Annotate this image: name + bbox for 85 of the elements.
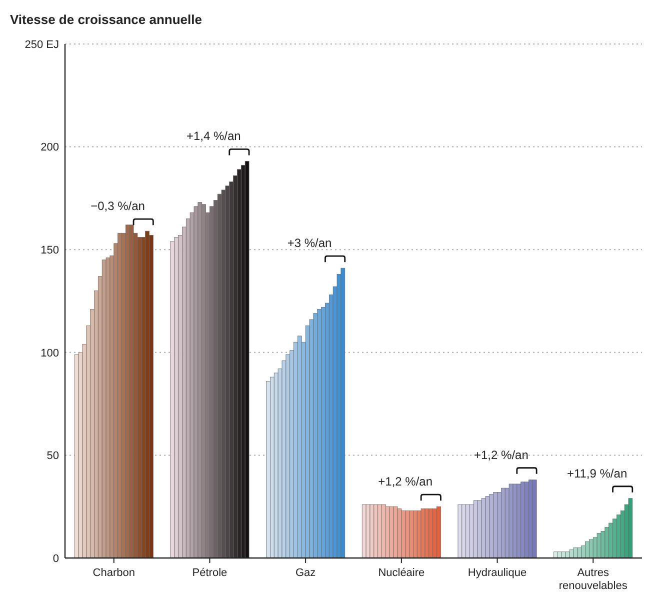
annotation: +3 %/an (287, 236, 332, 250)
bar (524, 482, 529, 558)
bar (378, 504, 382, 558)
bar (596, 533, 602, 558)
bar (194, 206, 198, 558)
bar (473, 500, 478, 558)
bar (470, 504, 474, 558)
bar (118, 232, 122, 558)
bar (612, 518, 617, 558)
bar (458, 504, 462, 558)
bar (497, 492, 502, 558)
bar (420, 508, 426, 558)
bar (501, 488, 506, 558)
bar (520, 482, 525, 558)
bar (386, 506, 390, 558)
y-tick-label: 100 (40, 347, 59, 360)
bar (221, 190, 226, 558)
bar (466, 504, 470, 558)
bar (616, 514, 621, 558)
bar (393, 506, 398, 558)
bar (409, 510, 414, 558)
bar (298, 336, 302, 558)
annotation: +1,2 %/an (378, 474, 433, 489)
bar (106, 258, 110, 558)
bar (313, 313, 318, 558)
bar (225, 186, 230, 558)
bar (374, 504, 378, 558)
x-tick-label: Nucléaire (378, 567, 425, 579)
bar (125, 224, 130, 558)
bar (462, 504, 466, 558)
bar (436, 506, 441, 558)
bar (321, 306, 326, 558)
x-tick-label: Autres renouvelables (558, 567, 628, 592)
bar (137, 237, 142, 558)
bar (370, 504, 374, 558)
x-tick-label: Gaz (295, 567, 316, 579)
bar (397, 508, 402, 558)
bar (401, 510, 406, 558)
bar (198, 202, 202, 558)
bar (149, 235, 154, 558)
bar (588, 539, 594, 558)
bar (493, 492, 498, 558)
bar (317, 309, 322, 558)
bar (628, 498, 633, 558)
bar (604, 526, 610, 558)
bar (489, 494, 494, 558)
bar (481, 498, 486, 558)
bar (382, 504, 386, 558)
bar (366, 504, 370, 558)
y-tick-label: 50 (46, 450, 59, 462)
y-tick-label: 200 (40, 142, 59, 154)
bar (405, 510, 410, 558)
bar (244, 160, 250, 558)
bar (266, 380, 270, 558)
bar (585, 541, 590, 558)
bar (270, 376, 274, 558)
x-tick-label: Hydraulique (468, 567, 527, 579)
bar (485, 496, 490, 558)
bar (340, 268, 346, 558)
bar (413, 510, 418, 558)
bar (608, 522, 613, 558)
annotation: −0,3 %/an (90, 199, 145, 214)
bar (174, 237, 178, 558)
bar (286, 354, 290, 558)
bar (516, 484, 522, 558)
bar (145, 230, 150, 558)
bar (428, 508, 434, 558)
annotation: +11,9 %/an (566, 466, 628, 480)
bar (600, 531, 606, 558)
bar (532, 480, 537, 558)
annotation: +1,4 %/an (186, 129, 241, 144)
x-tick-label: Pétrole (192, 567, 228, 579)
y-tick-label: 0 (52, 552, 59, 565)
bar (202, 204, 206, 558)
bar (170, 241, 175, 558)
y-tick-label: 150 (40, 244, 59, 256)
chart-title: Vitesse de croissance annuelle (10, 12, 202, 27)
x-tick-label: Charbon (92, 567, 135, 579)
bar (512, 484, 518, 558)
bar (508, 484, 514, 558)
bar (528, 480, 533, 558)
bar (432, 508, 437, 558)
bar (424, 508, 430, 558)
y-tick-label: 250 EJ (24, 38, 59, 51)
annotation: +1,2 %/an (474, 448, 528, 462)
